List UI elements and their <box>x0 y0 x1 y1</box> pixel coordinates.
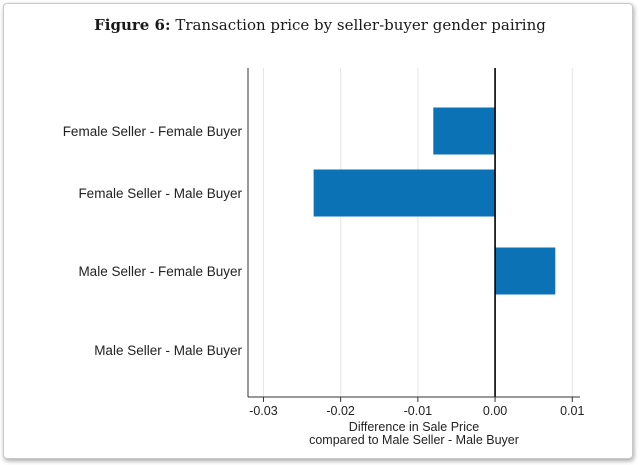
x-tick-label-1: -0.02 <box>326 404 355 418</box>
bar-3 <box>495 247 556 295</box>
bar-1 <box>433 107 496 155</box>
x-tick-label-3: 0.00 <box>483 404 507 418</box>
x-axis-title-line-2: compared to Male Seller - Male Buyer <box>309 433 519 447</box>
category-label-1: Female Seller - Female Buyer <box>63 124 243 139</box>
x-axis-title-line-1: Difference in Sale Price <box>349 420 479 434</box>
figure-frame <box>3 3 633 459</box>
figure-title: Figure 6: Transaction price by seller-bu… <box>0 16 640 34</box>
category-label-3: Male Seller - Female Buyer <box>78 264 242 279</box>
bar-2 <box>313 169 496 217</box>
figure-caption: Transaction price by seller-buyer gender… <box>175 16 546 34</box>
x-tick-label-0: -0.03 <box>249 404 278 418</box>
x-tick-label-4: 0.01 <box>560 404 584 418</box>
category-label-2: Female Seller - Male Buyer <box>78 186 242 201</box>
figure-number: Figure 6: <box>94 16 171 34</box>
x-tick-label-2: -0.01 <box>404 404 433 418</box>
category-label-4: Male Seller - Male Buyer <box>94 343 242 358</box>
